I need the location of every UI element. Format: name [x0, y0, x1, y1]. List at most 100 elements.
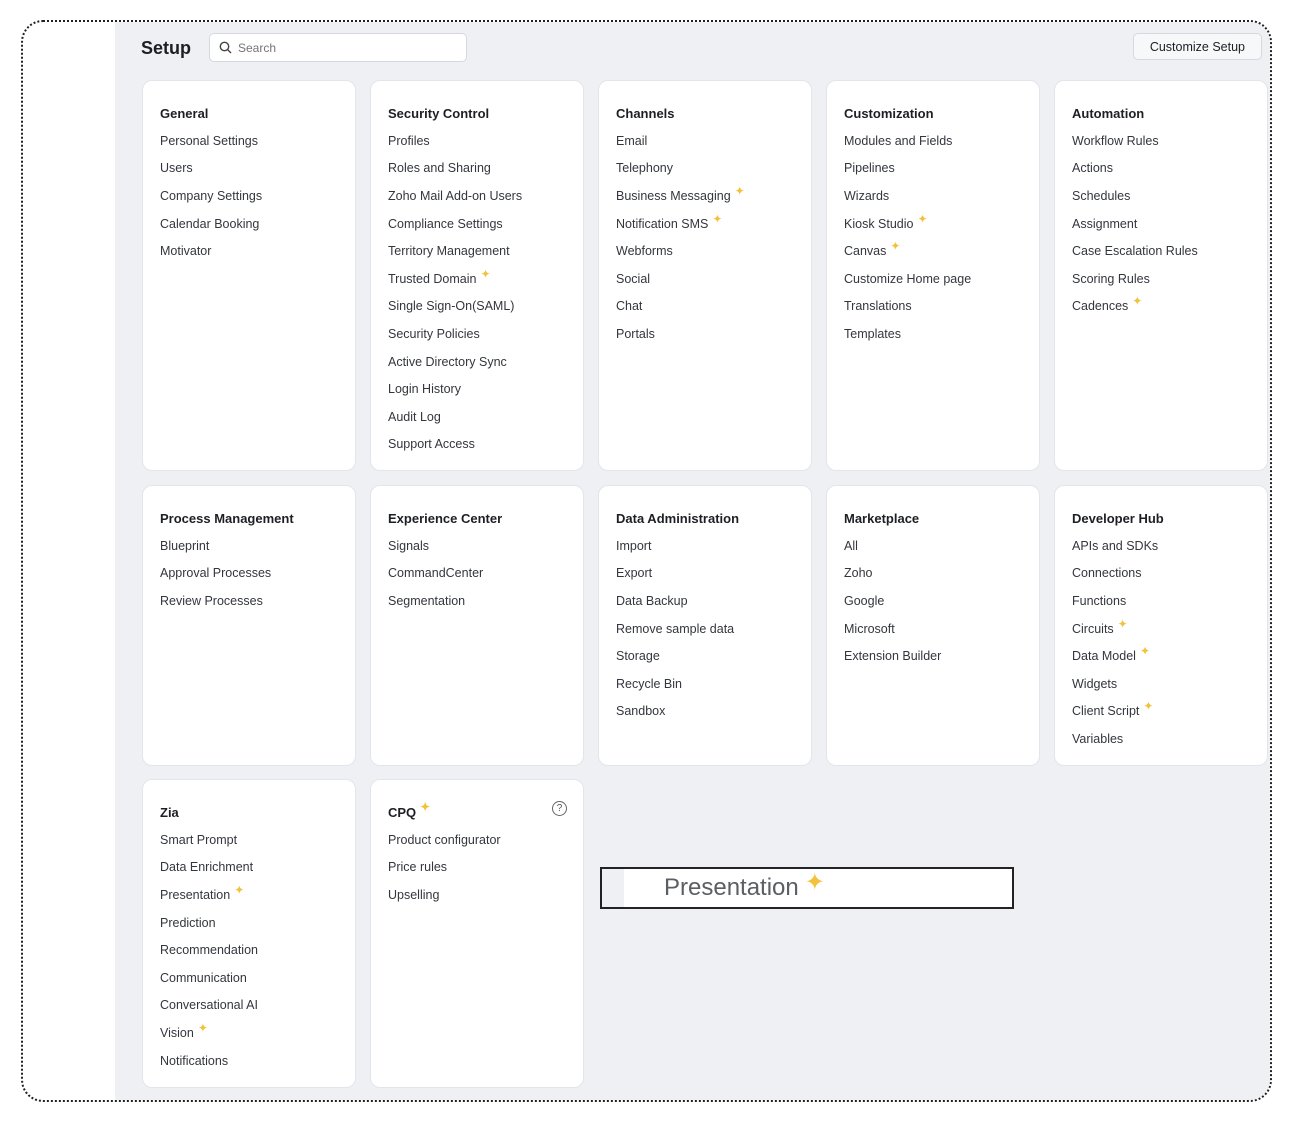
sparkle-icon: ✦: [1117, 616, 1128, 631]
setup-link[interactable]: Sandbox: [616, 698, 811, 726]
setup-link-label: Storage: [616, 649, 660, 664]
setup-link[interactable]: Schedules: [1072, 182, 1267, 210]
setup-link[interactable]: Notifications: [160, 1047, 355, 1075]
setup-link[interactable]: Portals: [616, 320, 811, 348]
setup-link[interactable]: Company Settings: [160, 182, 355, 210]
setup-link[interactable]: Conversational AI: [160, 992, 355, 1020]
setup-link[interactable]: Smart Prompt: [160, 826, 355, 854]
search-input[interactable]: [238, 40, 438, 55]
setup-link-label: Pipelines: [844, 161, 895, 176]
setup-link[interactable]: Users: [160, 155, 355, 183]
setup-link[interactable]: Storage: [616, 642, 811, 670]
setup-link[interactable]: Workflow Rules: [1072, 127, 1267, 155]
setup-link[interactable]: Security Policies: [388, 320, 583, 348]
setup-link[interactable]: Data Enrichment: [160, 854, 355, 882]
setup-link[interactable]: Recommendation: [160, 936, 355, 964]
setup-link[interactable]: Chat: [616, 293, 811, 321]
setup-link[interactable]: Cadences ✦: [1072, 293, 1267, 321]
search-box[interactable]: [209, 33, 467, 62]
setup-link[interactable]: Login History: [388, 375, 583, 403]
setup-link[interactable]: Review Processes: [160, 587, 355, 615]
setup-link[interactable]: Widgets: [1072, 670, 1267, 698]
setup-link[interactable]: Webforms: [616, 237, 811, 265]
setup-link[interactable]: Support Access: [388, 431, 583, 459]
setup-link[interactable]: Recycle Bin: [616, 670, 811, 698]
setup-link[interactable]: Approval Processes: [160, 560, 355, 588]
setup-link[interactable]: All: [844, 532, 1039, 560]
setup-link[interactable]: Variables: [1072, 725, 1267, 753]
setup-link[interactable]: Templates: [844, 320, 1039, 348]
search-icon: [219, 41, 232, 54]
setup-link[interactable]: Actions: [1072, 155, 1267, 183]
setup-link[interactable]: Extension Builder: [844, 642, 1039, 670]
card-marketplace: Marketplace All Zoho Google Microsoft Extensi…: [826, 485, 1040, 766]
setup-link[interactable]: Client Script ✦: [1072, 698, 1267, 726]
setup-link[interactable]: Signals: [388, 532, 583, 560]
setup-link-label: Blueprint: [160, 538, 210, 553]
setup-link-label: Telephony: [616, 161, 673, 176]
setup-link-label: Widgets: [1072, 676, 1118, 691]
setup-link-label: CommandCenter: [388, 566, 484, 581]
help-icon[interactable]: ?: [552, 801, 567, 816]
setup-link[interactable]: Vision ✦: [160, 1019, 355, 1047]
setup-link[interactable]: Territory Management: [388, 237, 583, 265]
setup-link[interactable]: Profiles: [388, 127, 583, 155]
setup-link[interactable]: Prediction: [160, 909, 355, 937]
setup-link-label: Price rules: [388, 860, 448, 875]
setup-link[interactable]: Segmentation: [388, 587, 583, 615]
setup-link[interactable]: Price rules: [388, 854, 583, 882]
setup-link[interactable]: Active Directory Sync: [388, 348, 583, 376]
setup-link[interactable]: Compliance Settings: [388, 210, 583, 238]
setup-link-label: Modules and Fields: [844, 133, 953, 148]
setup-link[interactable]: Functions: [1072, 587, 1267, 615]
setup-link[interactable]: Email: [616, 127, 811, 155]
setup-link[interactable]: Import: [616, 532, 811, 560]
setup-link[interactable]: Social: [616, 265, 811, 293]
setup-link-label: Data Model: [1072, 649, 1136, 664]
setup-link[interactable]: Motivator: [160, 237, 355, 265]
setup-link[interactable]: Communication: [160, 964, 355, 992]
setup-link[interactable]: Blueprint: [160, 532, 355, 560]
setup-link[interactable]: Assignment: [1072, 210, 1267, 238]
setup-link[interactable]: CommandCenter: [388, 560, 583, 588]
setup-link-label: Compliance Settings: [388, 216, 503, 231]
setup-link[interactable]: Zoho Mail Add-on Users: [388, 182, 583, 210]
setup-link-label: Assignment: [1072, 216, 1138, 231]
setup-link[interactable]: Personal Settings: [160, 127, 355, 155]
setup-link[interactable]: Google: [844, 587, 1039, 615]
setup-link[interactable]: Case Escalation Rules: [1072, 237, 1267, 265]
setup-link-label: Profiles: [388, 133, 430, 148]
setup-link[interactable]: Notification SMS ✦: [616, 210, 811, 238]
setup-link[interactable]: Data Backup: [616, 587, 811, 615]
setup-link[interactable]: Circuits ✦: [1072, 615, 1267, 643]
setup-link[interactable]: Roles and Sharing: [388, 155, 583, 183]
setup-link-label: Active Directory Sync: [388, 354, 507, 369]
setup-link[interactable]: Canvas ✦: [844, 237, 1039, 265]
setup-link[interactable]: Wizards: [844, 182, 1039, 210]
setup-link[interactable]: Translations: [844, 293, 1039, 321]
setup-link[interactable]: Presentation ✦: [160, 881, 355, 909]
setup-link[interactable]: Connections: [1072, 560, 1267, 588]
setup-link[interactable]: Calendar Booking: [160, 210, 355, 238]
setup-link[interactable]: Trusted Domain ✦: [388, 265, 583, 293]
setup-link[interactable]: Kiosk Studio ✦: [844, 210, 1039, 238]
setup-link[interactable]: Single Sign-On(SAML): [388, 293, 583, 321]
setup-link-label: Zoho: [844, 566, 873, 581]
setup-link[interactable]: Zoho: [844, 560, 1039, 588]
setup-link[interactable]: Pipelines: [844, 155, 1039, 183]
setup-link[interactable]: Audit Log: [388, 403, 583, 431]
setup-link[interactable]: Data Model ✦: [1072, 642, 1267, 670]
setup-link[interactable]: Customize Home page: [844, 265, 1039, 293]
setup-link[interactable]: APIs and SDKs: [1072, 532, 1267, 560]
setup-link[interactable]: Export: [616, 560, 811, 588]
setup-link[interactable]: Remove sample data: [616, 615, 811, 643]
setup-link-label: Connections: [1072, 566, 1142, 581]
setup-link[interactable]: Upselling: [388, 881, 583, 909]
setup-link[interactable]: Business Messaging ✦: [616, 182, 811, 210]
customize-setup-button[interactable]: Customize Setup: [1132, 33, 1262, 60]
setup-link[interactable]: Scoring Rules: [1072, 265, 1267, 293]
setup-link[interactable]: Microsoft: [844, 615, 1039, 643]
setup-link[interactable]: Telephony: [616, 155, 811, 183]
setup-link[interactable]: Modules and Fields: [844, 127, 1039, 155]
setup-link[interactable]: Product configurator: [388, 826, 583, 854]
